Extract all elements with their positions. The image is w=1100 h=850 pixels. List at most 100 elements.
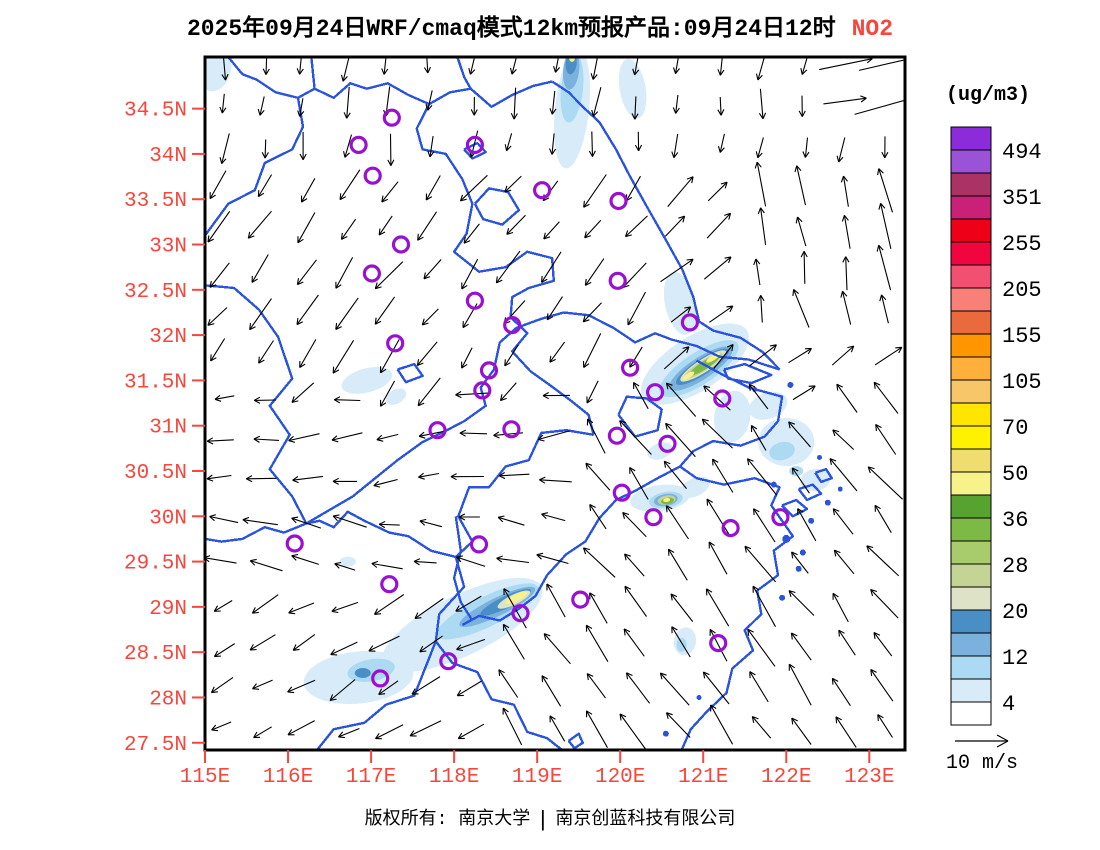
wind-arrow-head xyxy=(623,628,626,636)
wind-arrow-shaft xyxy=(666,712,691,738)
wind-arrow-head xyxy=(542,395,549,400)
wind-arrow-head xyxy=(291,400,299,403)
wind-arrow-head xyxy=(246,475,253,480)
wind-arrow-head xyxy=(881,151,886,159)
wind-arrow xyxy=(381,181,399,203)
wind-arrow-head xyxy=(748,384,751,391)
wind-arrow-head xyxy=(297,238,304,244)
wind-arrow-shaft xyxy=(346,86,350,119)
wind-arrow-head xyxy=(421,318,425,326)
wind-arrow xyxy=(753,508,776,543)
station-marker xyxy=(362,264,381,283)
wind-arrow-head xyxy=(429,151,435,158)
wind-arrow xyxy=(253,396,277,404)
wind-arrow xyxy=(832,592,849,623)
wind-arrow-head xyxy=(374,282,378,289)
wind-arrow-head xyxy=(419,520,426,526)
wind-arrow-shaft xyxy=(712,458,734,493)
wind-arrow-head xyxy=(762,112,767,120)
wind-arrow-head xyxy=(884,151,889,159)
wind-arrow xyxy=(706,498,730,536)
wind-arrow-head xyxy=(332,515,338,522)
wind-arrow xyxy=(258,340,274,364)
wind-arrow-head xyxy=(709,628,716,634)
wind-arrow-shaft xyxy=(866,545,900,577)
wind-arrow xyxy=(744,545,777,583)
wind-arrow-head xyxy=(539,476,546,481)
wind-arrow xyxy=(665,712,691,738)
lon-tick-label: 121E xyxy=(678,766,728,789)
wind-arrow-shaft xyxy=(211,721,232,731)
boundary-line xyxy=(205,311,697,543)
island-dot xyxy=(696,694,702,700)
wind-arrow-shaft xyxy=(222,57,227,81)
wind-arrow-head xyxy=(504,185,508,193)
wind-arrow xyxy=(792,385,816,401)
wind-arrow-head xyxy=(257,108,261,116)
wind-arrow-shaft xyxy=(541,513,566,522)
colorbar-segment xyxy=(950,356,992,381)
wind-arrow-head xyxy=(744,546,747,553)
wind-arrow xyxy=(504,344,519,367)
lon-tick-label: 117E xyxy=(346,766,396,789)
wind-arrow xyxy=(870,669,894,702)
wind-arrow xyxy=(788,663,812,706)
wind-arrow xyxy=(712,458,734,493)
wind-arrow-head xyxy=(249,644,254,651)
lat-tick-label: 34N xyxy=(149,145,187,168)
wind-arrow-head xyxy=(591,109,594,117)
wind-arrow xyxy=(456,638,486,652)
wind-arrow xyxy=(717,133,725,153)
wind-arrow-head xyxy=(210,686,215,693)
wind-arrow xyxy=(549,341,566,363)
wind-arrow-shaft xyxy=(418,472,439,478)
lat-tick-label: 32.5N xyxy=(124,281,187,304)
wind-arrow-head xyxy=(589,592,596,597)
wind-arrow-shaft xyxy=(459,432,488,435)
wind-arrow-shaft xyxy=(496,557,529,564)
wind-arrow-head xyxy=(493,431,500,436)
wind-arrow-shaft xyxy=(211,676,234,694)
wind-arrow-head xyxy=(625,234,632,238)
wind-arrow-shaft xyxy=(624,553,645,577)
wind-arrow-head xyxy=(720,109,725,116)
wind-arrow xyxy=(792,288,810,328)
wind-arrow-shaft xyxy=(842,176,849,207)
wind-arrow-head xyxy=(536,554,542,560)
wind-arrow-head xyxy=(258,356,260,364)
wind-arrow-head xyxy=(334,561,342,565)
wind-arrow-head xyxy=(259,110,265,116)
wind-arrow-head xyxy=(670,593,673,601)
wind-arrow-head xyxy=(878,244,884,251)
wind-arrow-head xyxy=(870,669,873,676)
wind-arrow-head xyxy=(373,480,379,487)
wind-arrow-shaft xyxy=(589,504,607,530)
wind-arrow-head xyxy=(584,235,592,239)
lat-tick-label: 33.5N xyxy=(124,190,187,213)
wind-arrow xyxy=(379,339,400,374)
wind-arrow-head xyxy=(248,235,255,239)
wind-arrow-head xyxy=(287,729,293,736)
wind-arrow-head xyxy=(910,55,916,57)
island-dot xyxy=(816,454,822,460)
colorbar-segment xyxy=(950,678,992,703)
wind-arrow xyxy=(670,306,692,323)
wind-arrow-head xyxy=(875,424,877,432)
wind-arrow-head xyxy=(586,710,593,715)
wind-arrow xyxy=(246,475,277,483)
boundary-line xyxy=(678,359,795,750)
wind-arrow-head xyxy=(668,548,675,553)
wind-arrow xyxy=(703,256,732,280)
wind-arrow-head xyxy=(409,730,415,737)
wind-arrow xyxy=(791,467,810,494)
colorbar-segment xyxy=(950,126,992,151)
wind-arrow-head xyxy=(213,650,219,657)
wind-arrow-shaft xyxy=(409,720,442,737)
wind-arrow xyxy=(296,57,304,75)
wind-arrow-head xyxy=(829,458,832,466)
wind-arrow-shaft xyxy=(835,716,857,748)
colorbar-segment xyxy=(950,264,992,289)
wind-arrow-head xyxy=(582,547,587,555)
wind-arrow-head xyxy=(456,689,462,696)
